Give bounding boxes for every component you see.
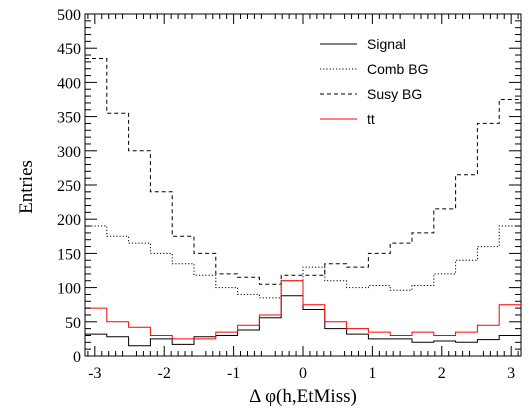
legend-label-susy-bg: Susy BG xyxy=(367,86,422,102)
y-tick-label: 0 xyxy=(73,349,81,366)
y-tick-label: 450 xyxy=(57,41,81,58)
x-tick-label: -3 xyxy=(88,365,101,382)
plot-area xyxy=(85,58,521,347)
x-tick-label: -1 xyxy=(227,365,240,382)
y-axis-title: Entries xyxy=(16,160,37,214)
series-line-tt xyxy=(85,280,521,340)
legend-label-comb-bg: Comb BG xyxy=(367,61,428,77)
y-tick-label: 200 xyxy=(57,212,81,229)
legend-label-signal: Signal xyxy=(367,36,406,52)
x-tick-label: 2 xyxy=(438,365,446,382)
x-tick-label: 3 xyxy=(507,365,515,382)
y-tick-label: 500 xyxy=(57,7,81,24)
y-tick-label: 300 xyxy=(57,144,81,161)
y-tick-label: 50 xyxy=(65,315,81,332)
y-tick-label: 100 xyxy=(57,281,81,298)
legend-label-tt: tt xyxy=(367,111,375,127)
y-tick-label: 400 xyxy=(57,75,81,92)
x-axis-title: Δ φ(h,EtMiss) xyxy=(249,386,357,407)
x-tick-label: 0 xyxy=(299,365,307,382)
y-tick-label: 250 xyxy=(57,178,81,195)
legend: Signal Comb BG Susy BG tt xyxy=(320,36,428,127)
axes: 0 50 100 150 200 250 300 350 400 450 500 -3 -2 -1 0 1 2 3 xyxy=(57,7,521,382)
x-tick-label: -2 xyxy=(158,365,171,382)
series-line-comb-bg xyxy=(85,225,521,299)
y-tick-label: 350 xyxy=(57,110,81,127)
y-tick-label: 150 xyxy=(57,246,81,263)
series-line-susy-bg xyxy=(85,58,521,285)
x-tick-label: 1 xyxy=(368,365,376,382)
